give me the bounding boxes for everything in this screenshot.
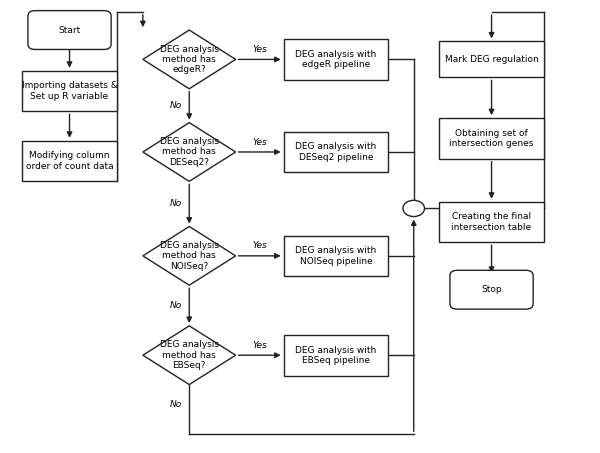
Bar [284, 335, 388, 376]
Circle shape [403, 200, 425, 217]
Polygon shape [143, 326, 236, 385]
Polygon shape [143, 30, 236, 89]
Polygon shape [143, 226, 236, 285]
Text: No: No [170, 301, 182, 310]
Text: Yes: Yes [252, 341, 267, 350]
Bar [439, 202, 544, 242]
Bar [439, 41, 544, 77]
Text: DEG analysis with
NOISeq pipeline: DEG analysis with NOISeq pipeline [295, 246, 377, 265]
Text: Stop: Stop [481, 285, 502, 294]
Bar [284, 236, 388, 276]
Text: No: No [170, 101, 182, 110]
Text: DEG analysis with
edgeR pipeline: DEG analysis with edgeR pipeline [295, 50, 377, 69]
Text: DEG analysis with
DESeq2 pipeline: DEG analysis with DESeq2 pipeline [295, 142, 377, 162]
Polygon shape [143, 123, 236, 181]
Text: Importing datasets &
Set up R variable: Importing datasets & Set up R variable [22, 82, 118, 101]
Text: Obtaining set of
intersection genes: Obtaining set of intersection genes [449, 129, 534, 148]
Text: Yes: Yes [252, 45, 267, 54]
Text: Modifying column
order of count data: Modifying column order of count data [26, 151, 113, 171]
FancyBboxPatch shape [450, 270, 533, 309]
Text: Yes: Yes [252, 138, 267, 147]
Text: No: No [170, 199, 182, 208]
Bar [439, 118, 544, 159]
Text: DEG analysis
method has
edgeR?: DEG analysis method has edgeR? [160, 44, 219, 74]
Text: DEG analysis
method has
DESeq2?: DEG analysis method has DESeq2? [160, 137, 219, 167]
Text: No: No [170, 400, 182, 410]
Text: DEG analysis with
EBSeq pipeline: DEG analysis with EBSeq pipeline [295, 346, 377, 365]
Text: Yes: Yes [252, 241, 267, 251]
Text: Mark DEG regulation: Mark DEG regulation [445, 55, 538, 64]
Text: Creating the final
intersection table: Creating the final intersection table [451, 212, 532, 231]
Text: DEG analysis
method has
EBSeq?: DEG analysis method has EBSeq? [160, 340, 219, 370]
Bar [22, 71, 118, 111]
Text: Start: Start [58, 25, 80, 34]
Bar [284, 39, 388, 80]
FancyBboxPatch shape [28, 10, 111, 49]
Bar [284, 132, 388, 172]
Text: DEG analysis
method has
NOISeq?: DEG analysis method has NOISeq? [160, 241, 219, 271]
Bar [22, 141, 118, 181]
